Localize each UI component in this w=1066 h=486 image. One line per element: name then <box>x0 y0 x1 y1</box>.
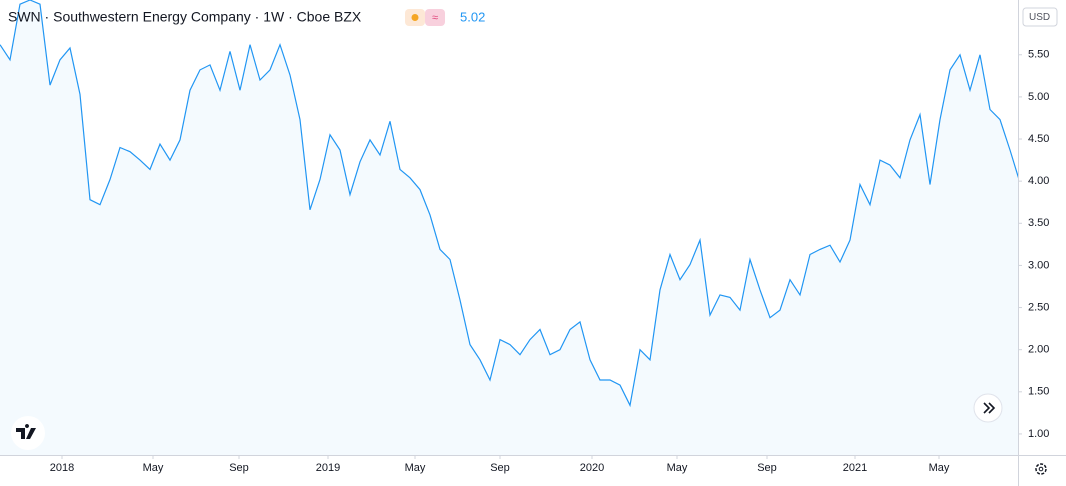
logo <box>16 424 36 439</box>
plot <box>0 0 1018 455</box>
sun-icon <box>411 14 419 21</box>
x-tick-label: 2018 <box>50 462 74 474</box>
x-tick-label: 2020 <box>580 462 604 474</box>
x-tick-label: 2019 <box>316 462 340 474</box>
x-tick-label: Sep <box>490 462 510 474</box>
y-tick-label: 5.50 <box>1028 49 1049 61</box>
delay-symbol: ≈ <box>432 12 438 24</box>
y-tick-label: 2.00 <box>1028 344 1049 356</box>
chart-title: SWN · Southwestern Energy Company · 1W ·… <box>8 9 362 25</box>
x-tick-label: May <box>405 462 426 474</box>
y-tick-label: 5.00 <box>1028 91 1049 103</box>
last-price: 5.02 <box>460 9 485 24</box>
delay-icon <box>425 9 445 26</box>
x-tick-label: Sep <box>757 462 777 474</box>
logo-bg <box>11 416 45 450</box>
currency[interactable]: USD <box>1029 12 1050 23</box>
y-tick-label: 1.00 <box>1028 428 1049 440</box>
y-tick-label: 4.00 <box>1028 175 1049 187</box>
x-tick-label: May <box>143 462 164 474</box>
scroll-icon[interactable] <box>983 402 996 414</box>
area-fill <box>0 0 1018 455</box>
settings-icon[interactable] <box>1035 463 1047 475</box>
x-tick-label: May <box>667 462 688 474</box>
currency-button[interactable] <box>1022 7 1058 27</box>
y-tick-label: 3.50 <box>1028 217 1049 229</box>
y-tick-label: 3.00 <box>1028 259 1049 271</box>
y-tick-label: 4.50 <box>1028 133 1049 145</box>
price-line <box>0 0 1018 408</box>
settings-icon-center[interactable] <box>1038 466 1044 472</box>
x-tick-label: May <box>929 462 950 474</box>
y-tick-label: 2.50 <box>1028 301 1049 313</box>
y-tick-label: 1.50 <box>1028 386 1049 398</box>
x-tick-label: Sep <box>229 462 249 474</box>
x-tick-label: 2021 <box>843 462 867 474</box>
